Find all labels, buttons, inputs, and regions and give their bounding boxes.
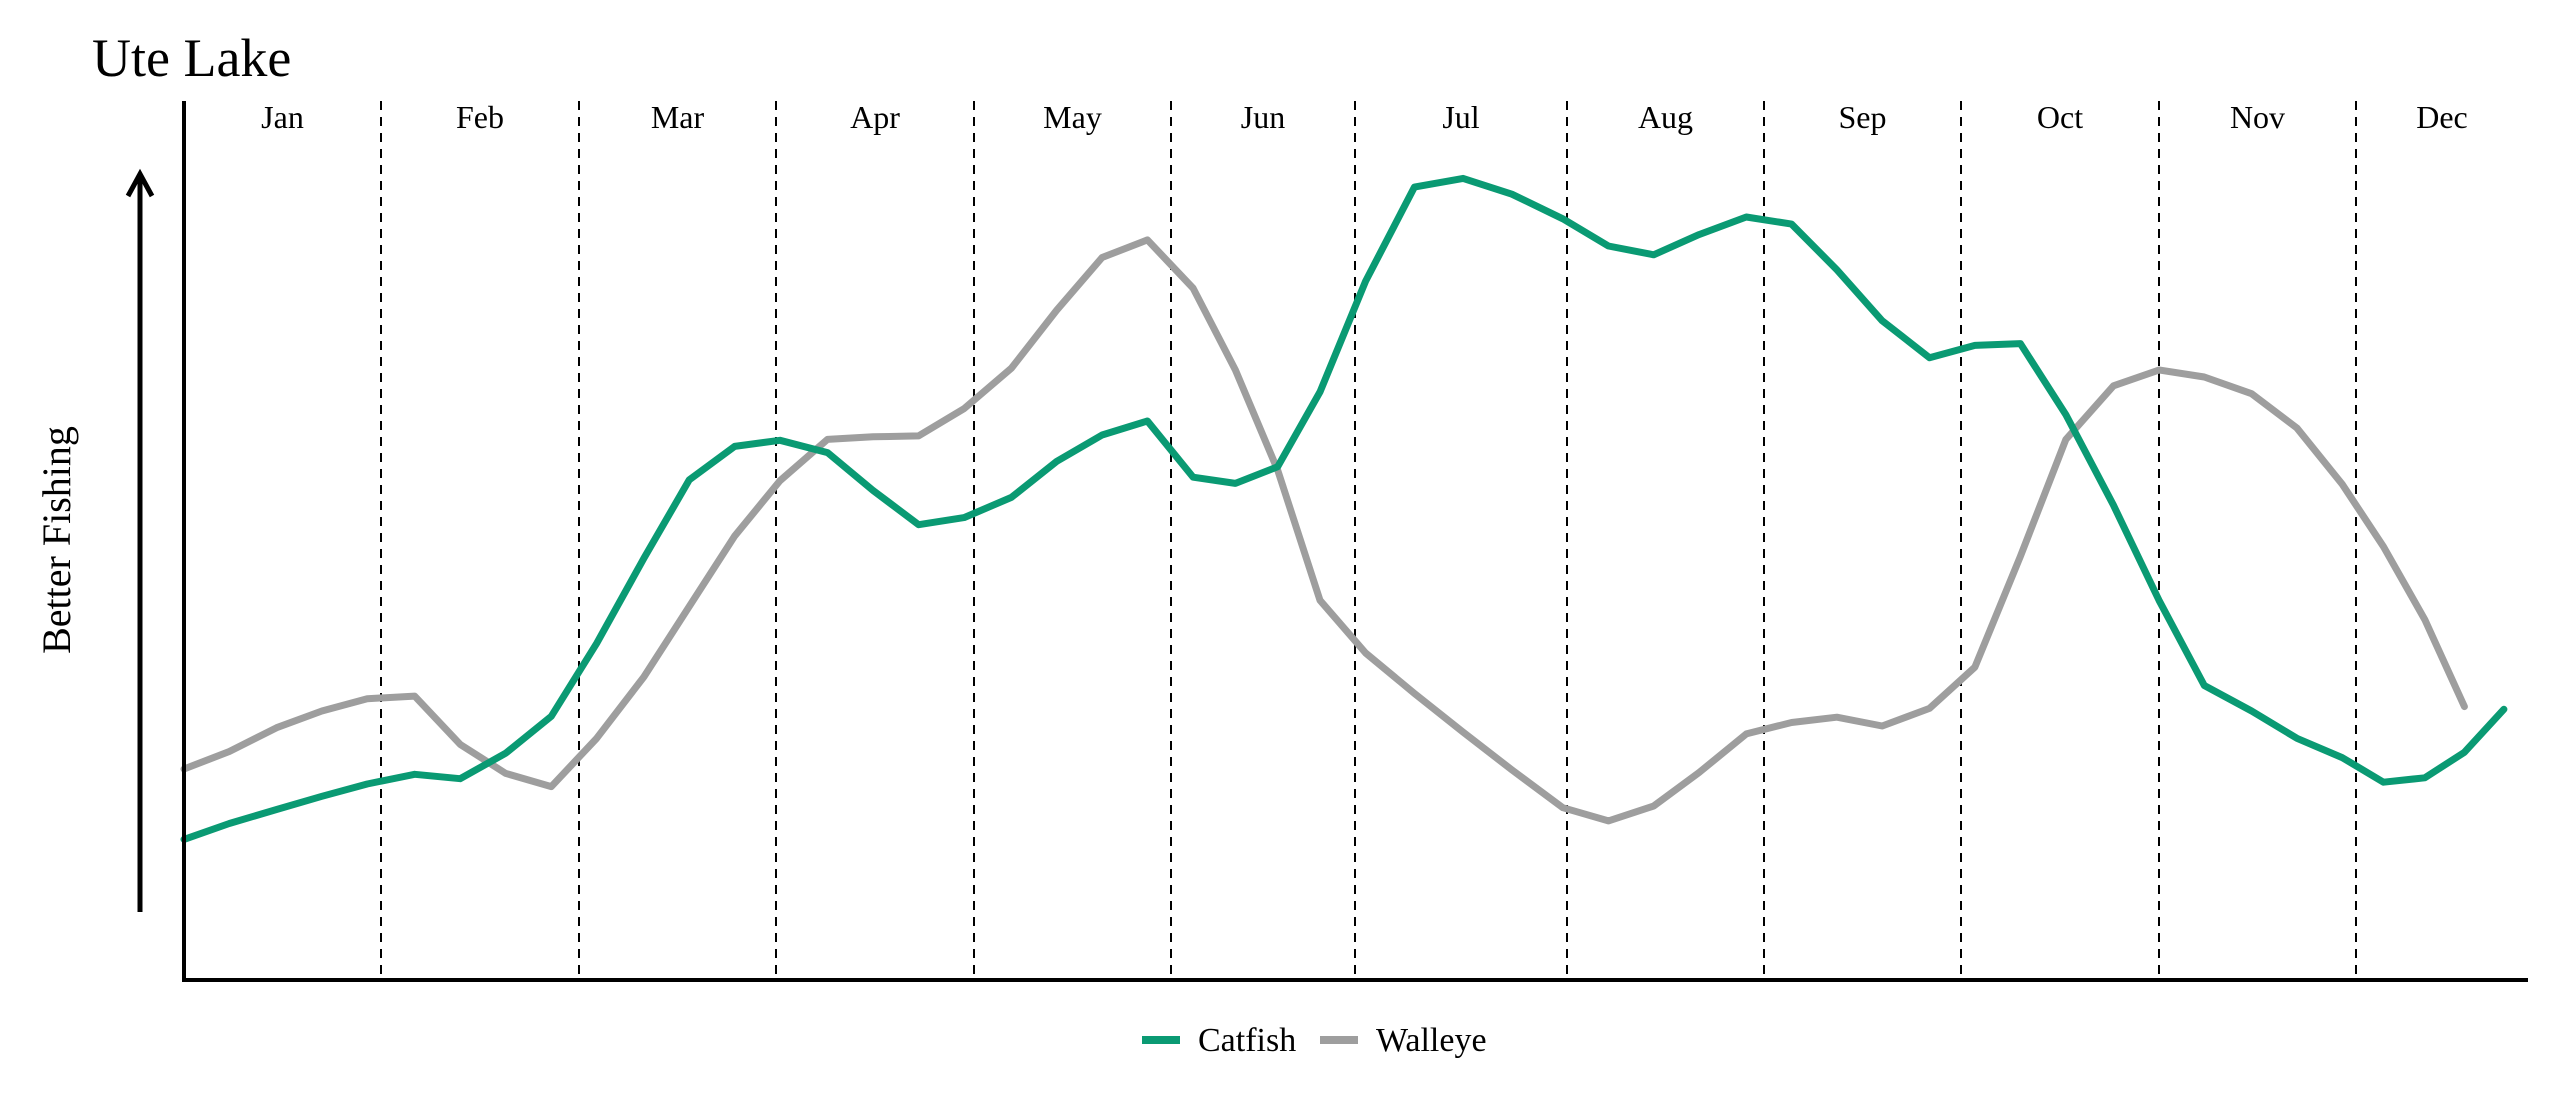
month-label: Apr — [850, 99, 900, 135]
month-label: Aug — [1638, 99, 1693, 135]
month-label: Jun — [1241, 99, 1285, 135]
month-label: Jan — [261, 99, 304, 135]
month-labels: Jan Feb Mar Apr May Jun Jul Aug Sep Oct Nov Dec — [261, 99, 2468, 135]
series-line-catfish — [180, 174, 2508, 843]
axes — [182, 101, 2528, 982]
y-axis-label: Better Fishing — [34, 426, 79, 654]
month-label: Oct — [2037, 99, 2083, 135]
chart-title: Ute Lake — [92, 28, 291, 88]
legend-item-walleye: Walleye — [1320, 1022, 1487, 1059]
legend-label: Catfish — [1198, 1022, 1296, 1059]
series-line-walleye — [180, 236, 2468, 825]
month-label: Dec — [2416, 99, 2468, 135]
month-dividers — [380, 101, 2357, 980]
month-label: Feb — [456, 99, 504, 135]
series-lines — [180, 174, 2508, 843]
legend-label: Walleye — [1376, 1022, 1487, 1059]
month-label: May — [1043, 99, 1102, 135]
legend: Catfish Walleye — [1142, 1022, 1487, 1059]
legend-item-catfish: Catfish — [1142, 1022, 1296, 1059]
month-label: Sep — [1839, 99, 1887, 135]
month-label: Nov — [2230, 99, 2285, 135]
y-direction-arrow — [125, 168, 155, 912]
month-label: Jul — [1442, 99, 1479, 135]
month-label: Mar — [651, 99, 705, 135]
